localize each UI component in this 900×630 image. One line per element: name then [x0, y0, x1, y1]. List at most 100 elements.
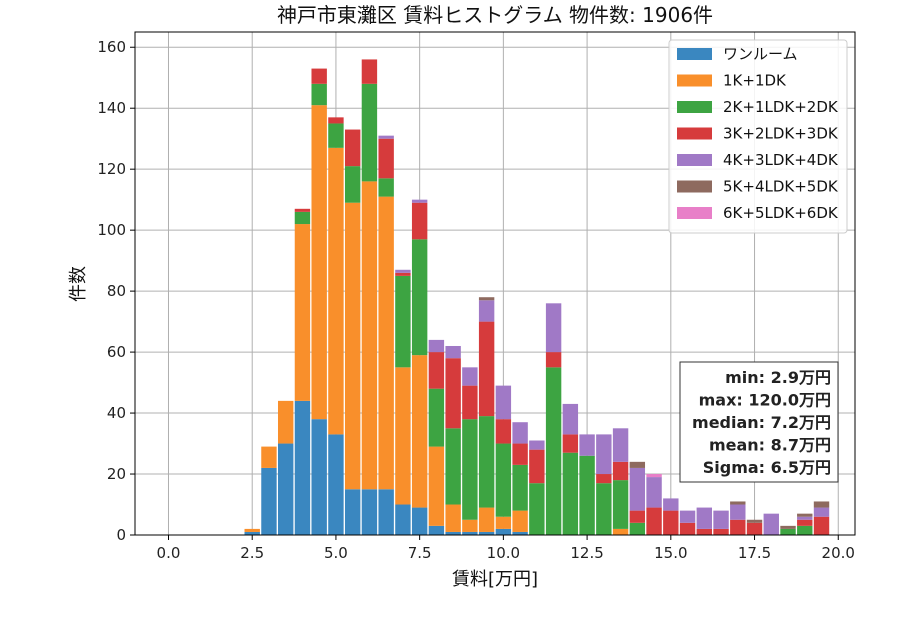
bar-3-23 [629, 510, 646, 523]
bar-3-16 [512, 443, 528, 465]
bar-5-30 [746, 519, 763, 523]
bar-4-33 [797, 516, 813, 520]
bar-4-10 [411, 199, 428, 203]
bar-3-17 [529, 449, 545, 484]
bar-4-11 [428, 339, 445, 353]
bar-0-6 [344, 489, 361, 535]
bar-3-11 [428, 352, 445, 389]
bar-4-19 [562, 403, 579, 435]
bar-2-23 [629, 522, 646, 535]
bar-3-33 [797, 519, 813, 526]
y-tick-label-4: 80 [107, 282, 126, 300]
y-tick-label-1: 20 [107, 465, 126, 483]
legend-label-2: 2K+1LDK+2DK [723, 98, 839, 116]
bar-1-6 [344, 202, 361, 490]
bar-3-6 [344, 129, 361, 167]
bar-0-10 [411, 507, 428, 535]
bar-0-12 [445, 531, 461, 535]
legend-box [668, 39, 848, 234]
y-tick-label-8: 160 [97, 38, 126, 56]
bar-1-16 [512, 510, 528, 532]
bar-2-12 [445, 428, 461, 505]
bar-3-22 [612, 461, 629, 481]
bar-2-11 [428, 388, 445, 447]
bar-3-5 [328, 117, 344, 124]
bar-2-17 [529, 483, 545, 535]
bar-4-26 [679, 510, 696, 523]
legend-label-3: 3K+2LDK+3DK [723, 125, 839, 143]
bar-6-24 [646, 474, 662, 478]
bar-2-22 [612, 480, 629, 529]
bar-3-4 [311, 68, 327, 84]
bar-0-13 [462, 531, 478, 535]
x-tick-label-4: 10.0 [487, 544, 520, 562]
x-tick-label-3: 7.5 [408, 544, 432, 562]
bar-1-4 [311, 105, 327, 420]
y-tick-label-2: 40 [107, 404, 126, 422]
bar-1-9 [395, 367, 411, 505]
bar-4-16 [512, 422, 528, 444]
bar-0-0 [244, 531, 260, 535]
bar-2-18 [545, 367, 562, 535]
bar-2-3 [294, 211, 311, 225]
legend-swatch-5 [677, 180, 712, 193]
bar-3-7 [361, 59, 378, 84]
bar-4-12 [445, 345, 461, 359]
bar-0-8 [378, 489, 394, 535]
bar-3-14 [478, 321, 495, 417]
y-tick-label-6: 120 [97, 160, 126, 178]
bar-3-28 [713, 528, 729, 535]
bar-0-14 [478, 531, 495, 535]
bar-1-1 [261, 446, 277, 468]
bar-0-11 [428, 525, 445, 535]
bar-1-5 [328, 147, 344, 435]
y-axis: 0 20 40 60 80 100 120 140 160 [97, 38, 135, 544]
bar-3-9 [395, 272, 411, 276]
bar-2-5 [328, 123, 344, 148]
bar-2-32 [780, 528, 796, 535]
bar-4-27 [696, 507, 713, 529]
bar-1-12 [445, 504, 461, 532]
bar-3-13 [462, 385, 478, 420]
x-tick-label-0: 0.0 [157, 544, 181, 562]
bar-2-13 [462, 419, 478, 520]
bar-2-33 [797, 525, 813, 535]
bar-2-15 [495, 443, 512, 517]
bar-4-31 [763, 513, 779, 535]
bar-3-25 [663, 510, 679, 535]
bar-3-10 [411, 202, 428, 240]
bar-2-4 [311, 83, 327, 106]
legend-label-5: 5K+4LDK+5DK [723, 178, 839, 196]
bar-0-7 [361, 489, 378, 535]
bar-4-20 [579, 434, 595, 456]
x-tick-label-7: 17.5 [738, 544, 771, 562]
bar-2-10 [411, 239, 428, 356]
bar-4-15 [495, 385, 512, 420]
bar-4-34 [813, 507, 830, 517]
bar-0-4 [311, 419, 327, 535]
bar-0-9 [395, 504, 411, 535]
bar-1-15 [495, 516, 512, 529]
y-tick-label-7: 140 [97, 99, 126, 117]
bar-3-18 [545, 352, 562, 368]
bar-4-13 [462, 367, 478, 386]
chart-title: 神戸市東灘区 賃料ヒストグラム 物件数: 1906件 [277, 3, 713, 27]
legend-label-1: 1K+1DK [723, 72, 787, 90]
bar-5-14 [478, 297, 495, 301]
bar-4-23 [629, 467, 646, 511]
bar-3-34 [813, 516, 830, 535]
bar-3-3 [294, 208, 311, 212]
legend-swatch-0 [677, 48, 712, 60]
legend-swatch-1 [677, 74, 712, 87]
legend-swatch-3 [677, 127, 712, 140]
bar-1-22 [612, 528, 629, 535]
bar-1-10 [411, 355, 428, 508]
legend-swatch-6 [677, 207, 712, 219]
stats-box: min: 2.9万円 max: 120.0万円 median: 7.2万円 mean:… [679, 361, 839, 483]
bar-4-8 [378, 135, 394, 139]
legend-swatch-2 [677, 101, 712, 113]
bar-2-19 [562, 452, 579, 535]
bar-1-7 [361, 181, 378, 490]
bar-3-12 [445, 358, 461, 429]
